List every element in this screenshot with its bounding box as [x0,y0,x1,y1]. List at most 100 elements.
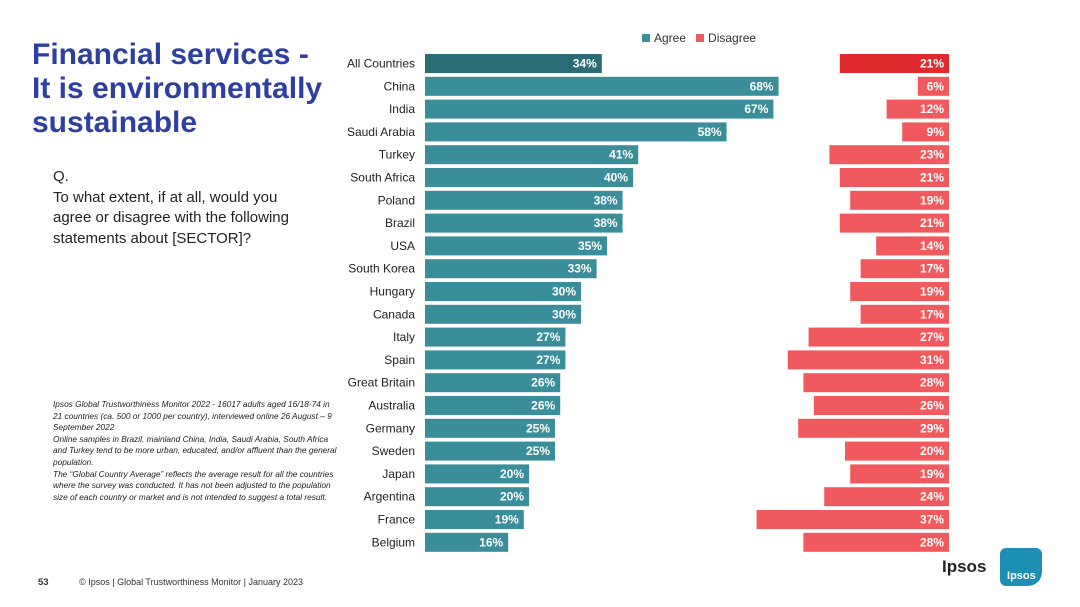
disagree-bar [902,122,949,142]
agree-value-label: 30% [552,285,576,299]
disagree-value-label: 28% [920,376,944,390]
agree-bar [425,464,529,484]
question-text: To what extent, if at all, would you agr… [53,188,289,247]
disagree-bar [803,532,949,552]
category-label: South Africa [350,171,415,185]
agree-value-label: 30% [552,307,576,321]
methodology-notes: Ipsos Global Trustworthiness Monitor 202… [53,399,338,503]
category-label: Saudi Arabia [347,125,415,139]
agree-bar [425,282,581,301]
survey-question: Q. To what extent, if at all, would you … [53,167,293,249]
agree-bar [425,327,566,347]
agree-value-label: 38% [594,216,618,230]
agree-bar [425,259,597,279]
disagree-bar [845,441,949,461]
agree-bar [425,304,581,324]
footer-text: © Ipsos | Global Trustworthiness Monitor… [79,577,304,587]
agree-value-label: 38% [594,193,618,207]
page-title-text: Financial services - It is environmental… [32,38,323,139]
agree-value-label: 26% [531,399,555,413]
category-label: China [384,79,416,93]
legend-swatch-agree [642,34,650,42]
agree-value-label: 27% [536,330,560,344]
category-label: Poland [378,193,415,207]
disagree-bar [839,54,949,73]
category-label: Argentina [364,490,416,504]
agree-bar [425,441,555,461]
disagree-value-label: 31% [920,353,944,367]
disagree-value-label: 26% [920,399,944,413]
disagree-value-label: 24% [920,490,944,504]
agree-value-label: 67% [744,102,768,116]
disagree-value-label: 29% [920,421,944,435]
disagree-value-label: 14% [920,239,944,253]
disagree-bar [850,282,949,301]
category-label: Belgium [372,535,415,549]
disagree-value-label: 23% [920,148,944,162]
question-label: Q. [53,168,69,185]
agree-bar [425,122,727,142]
logo-mark: Ipsos [1000,548,1043,586]
disagree-bar [860,304,949,324]
disagree-bar [839,213,949,233]
disagree-value-label: 28% [920,535,944,549]
agree-bar [425,190,623,210]
agree-bar [425,54,602,73]
agree-value-label: 33% [568,262,592,276]
disagree-bar [850,190,949,210]
page-title: Financial services - It is environmental… [32,38,352,140]
agree-bar [425,350,566,370]
disagree-value-label: 6% [927,79,945,93]
disagree-bar [860,259,949,279]
agree-value-label: 34% [573,57,597,71]
disagree-bar [756,510,949,529]
disagree-bar [829,145,949,165]
disagree-bar [917,76,949,96]
disagree-bar [798,418,949,438]
note-line: Ipsos Global Trustworthiness Monitor 202… [53,399,332,433]
agree-value-label: 40% [604,171,628,185]
disagree-value-label: 27% [920,330,944,344]
legend-item-disagree: Disagree [696,31,756,45]
note-line: Online samples in Brazil, mainland China… [53,433,337,467]
legend-label-disagree: Disagree [708,31,757,45]
agree-bar [425,236,607,256]
disagree-bar [839,168,949,187]
disagree-value-label: 21% [920,216,944,230]
legend-item-agree: Agree [642,31,686,45]
agree-bar [425,373,561,393]
agree-value-label: 27% [536,353,560,367]
category-label: USA [390,239,415,253]
category-label: Spain [384,353,415,367]
agree-value-label: 26% [531,376,555,390]
disagree-value-label: 17% [920,262,944,276]
category-label: India [389,102,415,116]
agree-value-label: 20% [500,467,524,481]
disagree-value-label: 17% [920,307,944,321]
agree-value-label: 35% [578,239,602,253]
disagree-bar [787,350,949,370]
agree-value-label: 68% [750,79,774,93]
disagree-bar [886,99,949,119]
disagree-value-label: 12% [920,102,944,116]
agree-value-label: 16% [479,535,503,549]
disagree-value-label: 37% [920,513,944,527]
disagree-value-label: 21% [920,171,944,185]
disagree-bar [824,487,949,507]
agree-bar [425,510,524,529]
agree-value-label: 20% [500,490,524,504]
disagree-value-label: 21% [920,57,944,71]
legend-label-agree: Agree [654,31,687,45]
disagree-bar [876,236,949,256]
footer: 53 © Ipsos | Global Trustworthiness Moni… [38,577,303,588]
disagree-bar [808,327,949,347]
category-label: France [378,513,416,527]
logo-wordmark: Ipsos [942,557,987,576]
category-label: Sweden [372,444,415,458]
disagree-value-label: 19% [920,467,944,481]
disagree-bar [850,464,949,484]
agree-value-label: 25% [526,444,550,458]
category-label: Turkey [379,148,415,162]
category-label: Great Britain [348,376,415,390]
